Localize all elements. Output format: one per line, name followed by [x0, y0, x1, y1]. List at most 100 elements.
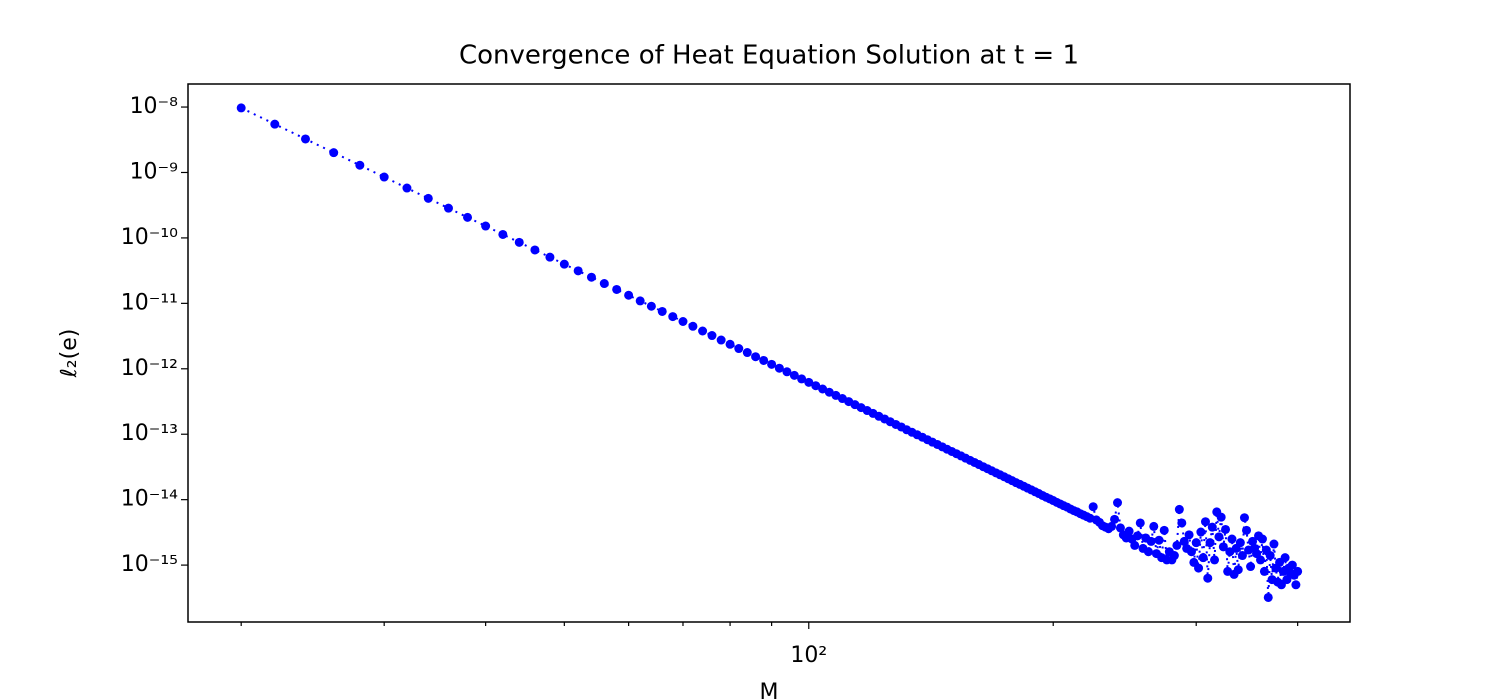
point — [1214, 532, 1224, 542]
point — [1205, 538, 1215, 548]
point — [355, 160, 365, 170]
point — [1198, 553, 1208, 563]
point — [300, 134, 310, 144]
point — [751, 352, 761, 362]
chart-title: Convergence of Heat Equation Solution at… — [459, 41, 1079, 71]
point — [1257, 534, 1267, 544]
point — [1124, 526, 1134, 536]
point — [270, 119, 280, 129]
y-tick-label: 10⁻¹¹ — [121, 290, 178, 315]
point — [1186, 547, 1196, 557]
point — [646, 301, 656, 311]
point — [1184, 530, 1194, 540]
point — [789, 370, 799, 380]
y-tick-label: 10⁻⁹ — [130, 159, 178, 184]
point — [657, 306, 667, 316]
y-axis-label: ℓ₂(e) — [57, 329, 82, 379]
point — [1207, 522, 1217, 532]
point — [1256, 555, 1266, 565]
point — [1227, 534, 1237, 544]
point — [1248, 536, 1258, 546]
point — [559, 259, 569, 269]
point — [1146, 536, 1156, 546]
point — [1179, 536, 1189, 546]
point — [1203, 573, 1213, 583]
point — [1263, 592, 1273, 602]
point — [1194, 563, 1204, 573]
point — [1221, 524, 1231, 534]
point — [599, 279, 609, 289]
point — [1107, 521, 1117, 531]
point — [1110, 514, 1120, 524]
point — [423, 193, 433, 203]
y-tick-label: 10⁻¹⁴ — [121, 487, 178, 512]
point — [635, 296, 645, 306]
point — [1265, 551, 1275, 561]
point — [329, 148, 339, 158]
point — [1149, 521, 1159, 531]
y-tick-label: 10⁻⁸ — [130, 94, 179, 119]
point — [514, 237, 524, 247]
point — [481, 221, 491, 231]
point — [612, 284, 622, 294]
point — [1233, 565, 1243, 575]
point — [573, 266, 583, 276]
point — [443, 203, 453, 213]
point — [1287, 560, 1297, 570]
point — [688, 321, 698, 331]
point — [379, 172, 389, 182]
point — [1291, 580, 1301, 590]
point — [1239, 513, 1249, 523]
point — [811, 381, 821, 391]
point — [1133, 531, 1143, 541]
point — [1174, 504, 1184, 514]
point — [1130, 540, 1140, 550]
point — [1218, 542, 1228, 552]
point — [624, 290, 634, 300]
point — [782, 367, 792, 377]
point — [1242, 525, 1252, 535]
point — [742, 348, 752, 358]
y-tick-label: 10⁻¹⁰ — [121, 225, 178, 250]
point — [1172, 540, 1182, 550]
x-tick-label: 10² — [790, 643, 827, 668]
point — [1246, 562, 1256, 572]
point — [1237, 551, 1247, 561]
plot-frame — [187, 83, 1351, 623]
point — [1143, 547, 1153, 557]
point — [759, 355, 769, 365]
point — [586, 272, 596, 282]
point — [545, 252, 555, 262]
point — [774, 363, 784, 373]
point — [818, 384, 828, 394]
point — [767, 359, 777, 369]
point — [463, 212, 473, 222]
point — [707, 331, 717, 341]
y-tick-label: 10⁻¹² — [121, 356, 178, 381]
point — [1259, 566, 1269, 576]
point — [1154, 535, 1164, 545]
point — [1200, 517, 1210, 527]
point — [725, 339, 735, 349]
point — [1196, 527, 1206, 537]
point — [1269, 539, 1279, 549]
point — [236, 103, 246, 113]
point — [1169, 551, 1179, 561]
point — [804, 377, 814, 387]
point — [1135, 518, 1145, 528]
point — [797, 374, 807, 384]
point — [1159, 525, 1169, 535]
point — [1191, 538, 1201, 548]
point — [1235, 538, 1245, 548]
point — [1293, 566, 1303, 576]
point — [1088, 502, 1098, 512]
point — [716, 335, 726, 345]
point — [402, 183, 412, 193]
point — [678, 317, 688, 327]
x-axis-label: M — [760, 680, 779, 700]
point — [668, 312, 678, 322]
point — [734, 344, 744, 354]
point — [1177, 518, 1187, 528]
point — [530, 245, 540, 255]
